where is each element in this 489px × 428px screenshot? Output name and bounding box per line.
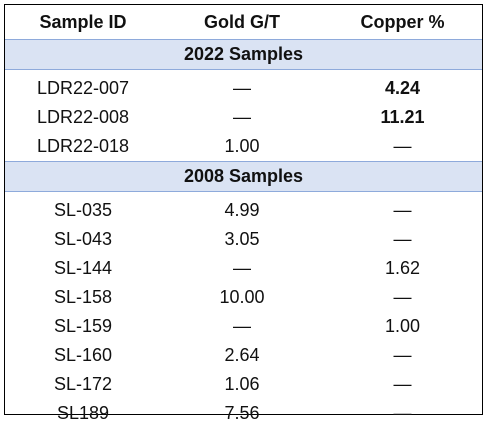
sample-id-cell: SL-035 — [53, 200, 113, 220]
table-row: SL-159 — 1.00 — [5, 312, 482, 341]
sample-id-cell: SL-158 — [53, 287, 113, 307]
sample-results-table: Sample ID Gold G/T Copper % 2022 Samples… — [5, 5, 482, 428]
table-row: SL-144 — 1.62 — [5, 254, 482, 283]
copper-cell: 1.62 — [384, 258, 421, 278]
sample-results-table-frame: Sample ID Gold G/T Copper % 2022 Samples… — [4, 4, 483, 423]
gold-cell: 7.56 — [224, 403, 260, 423]
table-header-row: Sample ID Gold G/T Copper % — [5, 5, 482, 40]
copper-cell: — — [393, 200, 412, 220]
header-sample-id: Sample ID — [5, 5, 161, 40]
table-row: SL-158 10.00 — — [5, 283, 482, 312]
group-label: 2022 Samples — [5, 39, 482, 70]
sample-id-cell: LDR22-007 — [36, 78, 130, 98]
copper-cell: 11.21 — [380, 107, 425, 127]
group-label: 2008 Samples — [5, 161, 482, 192]
copper-cell: — — [393, 136, 412, 156]
sample-id-cell: SL-160 — [53, 345, 113, 365]
sample-id-cell: SL189 — [56, 403, 110, 423]
gold-cell: — — [233, 316, 251, 336]
gold-cell: 10.00 — [219, 287, 265, 307]
gold-cell: — — [233, 78, 251, 98]
copper-cell: — — [393, 287, 412, 307]
group-row-2022: 2022 Samples — [5, 39, 482, 70]
copper-cell: 4.24 — [384, 78, 421, 98]
sample-id-cell: SL-172 — [53, 374, 113, 394]
table-row: SL-160 2.64 — — [5, 341, 482, 370]
sample-id-cell: SL-043 — [53, 229, 113, 249]
table-row: LDR22-007 — 4.24 — [5, 70, 482, 104]
table-row: LDR22-008 — 11.21 — [5, 103, 482, 132]
header-gold: Gold G/T — [161, 5, 323, 40]
sample-id-cell: SL-159 — [53, 316, 113, 336]
copper-cell: — — [393, 374, 412, 394]
sample-id-cell: SL-144 — [53, 258, 113, 278]
gold-cell: 1.00 — [224, 136, 260, 156]
sample-id-cell: LDR22-008 — [36, 107, 130, 127]
table-row: SL-043 3.05 — — [5, 225, 482, 254]
gold-cell: 4.99 — [224, 200, 260, 220]
copper-cell: — — [393, 229, 412, 249]
gold-cell: 2.64 — [224, 345, 260, 365]
group-row-2008: 2008 Samples — [5, 161, 482, 192]
copper-cell: — — [393, 403, 412, 423]
table-row: SL-035 4.99 — — [5, 192, 482, 226]
gold-cell: 3.05 — [224, 229, 260, 249]
copper-cell: — — [393, 345, 412, 365]
table-row: LDR22-018 1.00 — — [5, 132, 482, 162]
gold-cell: 1.06 — [224, 374, 260, 394]
gold-cell: — — [233, 107, 251, 127]
header-copper: Copper % — [323, 5, 482, 40]
sample-id-cell: LDR22-018 — [36, 136, 130, 156]
copper-cell: 1.00 — [384, 316, 421, 336]
table-row: SL-172 1.06 — — [5, 370, 482, 399]
gold-cell: — — [233, 258, 251, 278]
table-row: SL189 7.56 — — [5, 399, 482, 428]
